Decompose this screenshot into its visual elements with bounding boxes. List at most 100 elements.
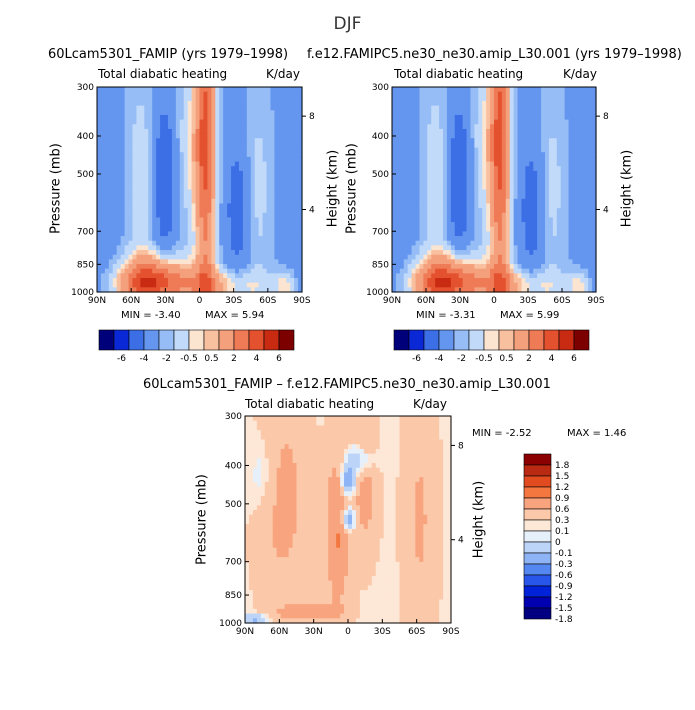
heatmap-cell bbox=[140, 212, 145, 219]
heatmap-cell bbox=[411, 189, 417, 195]
heatmap-cell bbox=[431, 231, 436, 237]
heatmap-cell bbox=[395, 138, 401, 144]
heatmap-cell bbox=[294, 212, 299, 219]
heatmap-cell bbox=[470, 254, 475, 260]
heatmap-cell bbox=[584, 184, 589, 191]
heatmap-cell bbox=[447, 420, 452, 426]
heatmap-cell bbox=[431, 430, 436, 436]
heatmap-cell bbox=[254, 138, 260, 144]
heatmap-cell bbox=[140, 119, 145, 125]
heatmap-cell bbox=[195, 222, 201, 228]
heatmap-cell bbox=[231, 138, 236, 144]
heatmap-cell bbox=[215, 166, 220, 172]
heatmap-cell bbox=[148, 240, 153, 247]
colorbar-box bbox=[218, 329, 235, 351]
heatmap-cell bbox=[199, 87, 205, 93]
heatmap-cell bbox=[478, 189, 483, 195]
heatmap-cell bbox=[423, 100, 428, 107]
heatmap-cell bbox=[274, 87, 279, 93]
heatmap-cell bbox=[525, 254, 530, 260]
heatmap-cell bbox=[403, 222, 409, 228]
heatmap-cell bbox=[264, 416, 270, 422]
heatmap-cell bbox=[238, 194, 244, 200]
heatmap-cell bbox=[211, 222, 216, 228]
heatmap-cell bbox=[298, 203, 303, 209]
heatmap-cell bbox=[223, 264, 228, 270]
heatmap-cell bbox=[415, 128, 421, 135]
heatmap-cell bbox=[144, 217, 149, 223]
heatmap-cell bbox=[517, 124, 523, 130]
heatmap-cell bbox=[211, 194, 216, 200]
heatmap-cell bbox=[517, 278, 523, 284]
heatmap-cell bbox=[529, 175, 534, 181]
heatmap-cell bbox=[572, 184, 577, 191]
heatmap-cell bbox=[195, 152, 201, 158]
heatmap-cell bbox=[474, 208, 479, 214]
heatmap-cell bbox=[167, 119, 173, 125]
heatmap-cell bbox=[533, 147, 538, 153]
heatmap-cell bbox=[312, 430, 317, 436]
heatmap-cell bbox=[548, 254, 554, 260]
heatmap-cell bbox=[568, 254, 574, 260]
heatmap-cell bbox=[541, 105, 546, 111]
heatmap-cell bbox=[470, 170, 475, 177]
heatmap-cell bbox=[348, 416, 353, 422]
heatmap-cell bbox=[128, 96, 134, 102]
heatmap-cell bbox=[399, 231, 405, 237]
heatmap-cell bbox=[490, 264, 495, 270]
heatmap-cell bbox=[592, 245, 597, 251]
heatmap-cell bbox=[548, 124, 554, 130]
heatmap-cell bbox=[446, 194, 452, 200]
heatmap-cell bbox=[175, 161, 181, 167]
heatmap-cell bbox=[379, 425, 385, 431]
heatmap-cell bbox=[548, 161, 554, 167]
heatmap-cell bbox=[140, 268, 145, 274]
heatmap-cell bbox=[454, 278, 460, 284]
heatmap-cell bbox=[407, 212, 413, 219]
heatmap-cell bbox=[324, 425, 329, 431]
heatmap-cell bbox=[572, 114, 577, 121]
heatmap-cell bbox=[282, 91, 287, 97]
heatmap-cell bbox=[262, 175, 268, 181]
heatmap-cell bbox=[509, 245, 515, 251]
heatmap-cell bbox=[529, 133, 534, 139]
heatmap-cell bbox=[278, 87, 283, 93]
heatmap-cell bbox=[399, 240, 405, 247]
heatmap-cell bbox=[272, 439, 278, 445]
heatmap-cell bbox=[592, 87, 597, 93]
heatmap-cell bbox=[486, 222, 491, 228]
heatmap-cell bbox=[116, 245, 122, 251]
heatmap-cell bbox=[399, 133, 405, 139]
heatmap-cell bbox=[482, 110, 487, 116]
heatmap-cell bbox=[148, 212, 153, 219]
heatmap-cell bbox=[148, 87, 153, 93]
heatmap-cell bbox=[167, 105, 173, 111]
heatmap-cell bbox=[223, 170, 228, 177]
heatmap-cell bbox=[144, 87, 149, 93]
heatmap-cell bbox=[446, 259, 452, 265]
heatmap-cell bbox=[474, 105, 479, 111]
heatmap-cell bbox=[450, 240, 456, 247]
heatmap-cell bbox=[431, 170, 436, 177]
heatmap-cell bbox=[494, 124, 499, 130]
heatmap-cell bbox=[490, 273, 495, 279]
heatmap-cell bbox=[588, 161, 593, 167]
heatmap-cell bbox=[431, 96, 436, 102]
heatmap-cell bbox=[148, 259, 153, 265]
heatmap-cell bbox=[552, 166, 558, 172]
heatmap-cell bbox=[411, 208, 417, 214]
heatmap-cell bbox=[234, 240, 240, 247]
heatmap-cell bbox=[588, 96, 593, 102]
heatmap-cell bbox=[482, 226, 487, 233]
heatmap-cell bbox=[270, 124, 275, 130]
heatmap-cell bbox=[371, 420, 377, 426]
heatmap-cell bbox=[458, 282, 464, 288]
heatmap-cell bbox=[270, 161, 275, 167]
heatmap-cell bbox=[136, 156, 141, 163]
heatmap-cell bbox=[140, 254, 145, 260]
heatmap-cell bbox=[439, 170, 444, 177]
heatmap-cell bbox=[195, 105, 201, 111]
heatmap-cell bbox=[112, 96, 118, 102]
heatmap-cell bbox=[282, 268, 287, 274]
heatmap-cell bbox=[152, 147, 157, 153]
